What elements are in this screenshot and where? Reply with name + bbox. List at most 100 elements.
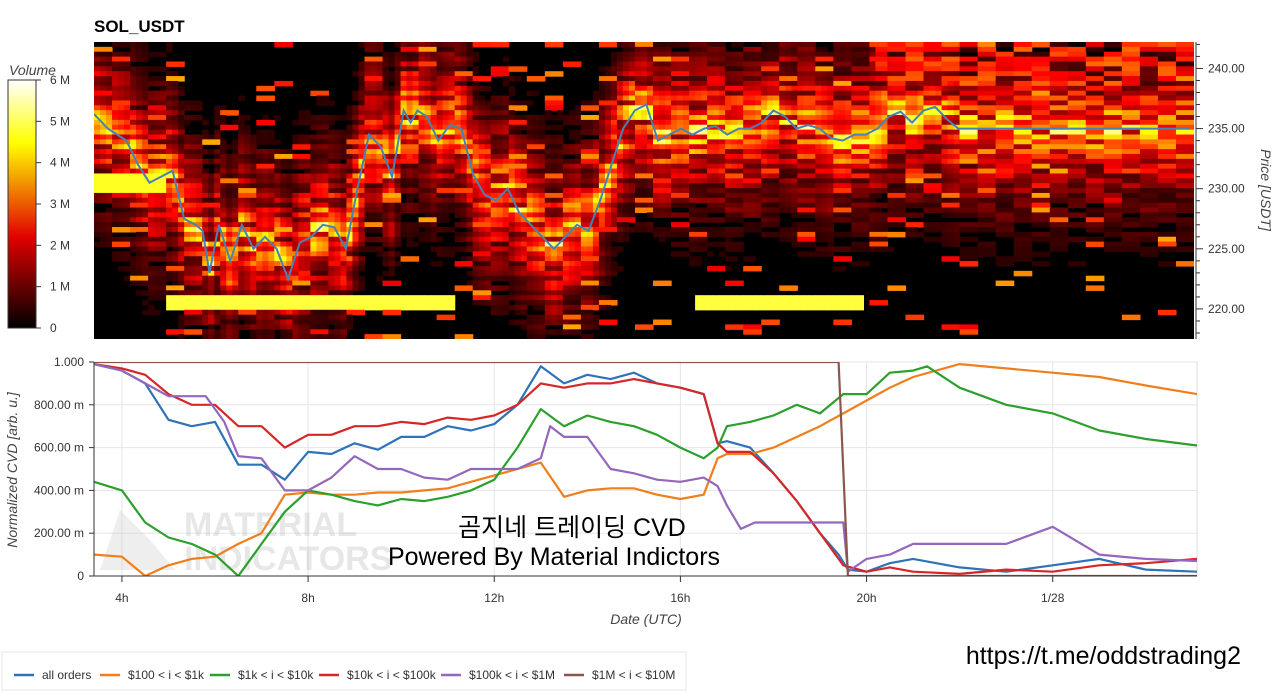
heatmap-cell — [256, 281, 263, 286]
heatmap-cell — [503, 66, 510, 71]
heatmap-cell — [563, 61, 570, 66]
heatmap-cell — [719, 149, 726, 154]
heatmap-cell — [328, 183, 335, 188]
heatmap-cell — [587, 305, 594, 310]
heatmap-cell — [383, 183, 390, 188]
heatmap-cell — [749, 115, 756, 120]
heatmap-cell — [226, 232, 233, 237]
heatmap-cell — [166, 227, 173, 232]
heatmap-cell — [737, 100, 744, 105]
heatmap-cell — [322, 246, 329, 251]
heatmap-cell — [419, 193, 426, 198]
heatmap-cell — [364, 61, 371, 66]
heatmap-cell — [539, 295, 546, 300]
heatmap-cell — [142, 86, 149, 91]
heatmap-cell — [292, 305, 299, 310]
heatmap-cell — [286, 242, 293, 247]
heatmap-cell — [719, 66, 726, 71]
heatmap-cell — [521, 139, 528, 144]
heatmap-cell — [569, 193, 576, 198]
heatmap-cell — [226, 198, 233, 203]
heatmap-cell — [154, 149, 161, 154]
heatmap-cell — [737, 198, 744, 203]
heatmap-cell — [479, 266, 486, 271]
heatmap-cell — [371, 169, 378, 174]
heatmap-cell — [545, 251, 552, 256]
heatmap-cell — [725, 198, 732, 203]
heatmap-cell — [575, 193, 582, 198]
heatmap-cell — [539, 193, 546, 198]
heatmap-cell — [431, 208, 438, 213]
heatmap-cell — [334, 271, 341, 276]
heatmap-cell — [521, 159, 528, 164]
heatmap-cell — [557, 188, 564, 193]
heatmap-cell — [491, 217, 498, 222]
heatmap-cell — [575, 300, 582, 305]
heatmap-cell — [497, 300, 504, 305]
heatmap-cell — [142, 251, 149, 256]
heatmap-cell — [725, 86, 732, 91]
heatmap-cell — [190, 315, 197, 320]
heatmap-cell — [352, 285, 359, 290]
heatmap-cell — [707, 198, 714, 203]
heatmap-cell — [479, 149, 486, 154]
heatmap-cell — [190, 256, 197, 261]
heatmap-cell — [166, 193, 173, 198]
heatmap-cell — [142, 57, 149, 62]
heatmap-cell — [539, 115, 546, 120]
heatmap-cell — [467, 198, 474, 203]
heatmap-cell — [557, 169, 564, 174]
heatmap-cell — [142, 125, 149, 130]
heatmap-cell — [497, 285, 504, 290]
heatmap-cell — [226, 212, 233, 217]
heatmap-cell — [749, 256, 756, 261]
heatmap-cell — [358, 139, 365, 144]
heatmap-cell — [196, 144, 203, 149]
heatmap-cell — [635, 222, 642, 227]
heatmap-cell — [467, 135, 474, 140]
heatmap-cell — [485, 120, 492, 125]
heatmap-cell — [340, 130, 347, 135]
heatmap-cell — [118, 105, 125, 110]
heatmap-cell — [298, 193, 305, 198]
heatmap-cell — [160, 144, 167, 149]
heatmap-cell — [178, 91, 185, 96]
heatmap-cell — [419, 169, 426, 174]
heatmap-cell — [292, 203, 299, 208]
heatmap-cell — [346, 266, 353, 271]
heatmap-cell — [268, 295, 275, 300]
heatmap-cell — [719, 86, 726, 91]
heatmap-cell — [611, 61, 618, 66]
heatmap-cell — [154, 251, 161, 256]
heatmap-cell — [617, 149, 624, 154]
heatmap-cell — [473, 91, 480, 96]
heatmap-cell — [310, 300, 317, 305]
heatmap-cell — [172, 115, 179, 120]
heatmap-cell — [635, 120, 642, 125]
heatmap-cell — [184, 173, 191, 178]
heatmap-cell — [533, 169, 540, 174]
heatmap-cell — [623, 76, 630, 81]
heatmap-cell — [190, 173, 197, 178]
heatmap-cell — [443, 169, 450, 174]
heatmap-cell — [557, 100, 564, 105]
heatmap-cell — [509, 276, 516, 281]
heatmap-cell — [743, 149, 750, 154]
heatmap-cell — [184, 310, 191, 315]
heatmap-cell — [383, 232, 390, 237]
heatmap-cell — [94, 91, 101, 96]
heatmap-cell — [160, 198, 167, 203]
heatmap-cell — [455, 232, 462, 237]
heatmap-cell — [136, 246, 143, 251]
heatmap-cell — [220, 144, 227, 149]
heatmap-cell — [587, 320, 594, 325]
heatmap-cell — [250, 271, 257, 276]
heatmap-cell — [334, 115, 341, 120]
heatmap-cell — [401, 159, 408, 164]
heatmap-cell — [665, 193, 672, 198]
heatmap-cell — [148, 144, 155, 149]
heatmap-cell — [737, 183, 744, 188]
heatmap-cell — [395, 96, 402, 101]
heatmap-cell — [461, 47, 468, 52]
heatmap-cell — [653, 227, 660, 232]
